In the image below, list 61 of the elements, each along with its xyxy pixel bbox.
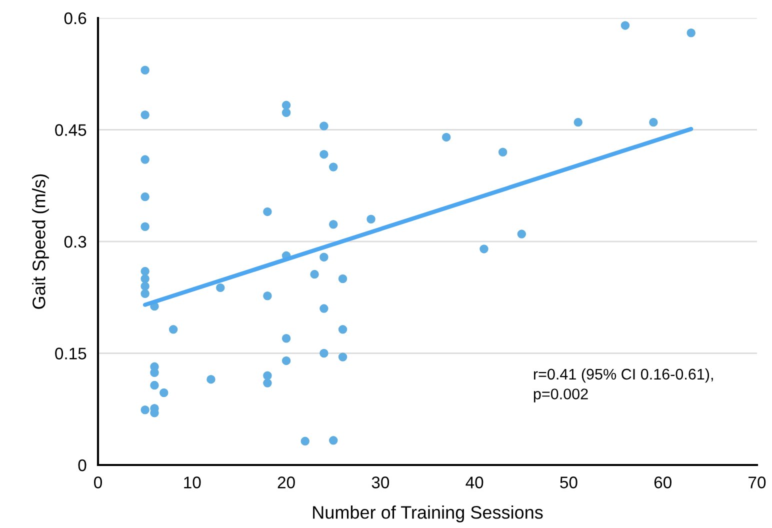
point	[328, 436, 338, 445]
point	[320, 304, 328, 313]
y-tick-label: 0	[78, 459, 86, 472]
point	[320, 122, 328, 130]
point	[282, 100, 291, 110]
point	[140, 192, 150, 202]
point	[140, 66, 150, 75]
point	[442, 132, 451, 142]
x-tick-label: 60	[654, 476, 672, 488]
point	[498, 148, 508, 156]
y-tick-label: 0.3	[64, 236, 86, 248]
point	[282, 108, 291, 117]
point	[216, 283, 225, 292]
point	[320, 252, 328, 262]
point	[328, 220, 338, 229]
point	[140, 155, 150, 164]
point	[140, 406, 150, 414]
point	[263, 292, 272, 300]
point	[649, 118, 658, 127]
point	[140, 266, 150, 276]
x-axis-title: Number of Training Sessions	[313, 506, 543, 522]
y-tick-label: 0.45	[55, 124, 86, 136]
point	[168, 325, 178, 334]
x-tick-label: 10	[184, 476, 201, 488]
point	[620, 21, 630, 30]
x-tick-label: 70	[748, 476, 766, 488]
point	[263, 378, 272, 388]
point	[263, 207, 272, 216]
point	[150, 380, 159, 390]
annotation: r=0.41 (95% CI 0.16-0.61), p=0.002	[534, 368, 713, 402]
point	[310, 270, 319, 279]
point	[300, 436, 310, 446]
point	[480, 244, 488, 254]
y-tick-label: 0.15	[55, 348, 86, 360]
point	[140, 222, 150, 231]
point	[366, 214, 376, 224]
point	[338, 352, 348, 362]
x-tick-label: 40	[466, 476, 484, 488]
point	[140, 282, 150, 291]
x-tick-label: 0	[94, 476, 102, 488]
point	[160, 388, 168, 398]
point	[320, 348, 328, 358]
y-tick-label: 0.6	[64, 12, 86, 24]
x-tick-label: 50	[560, 476, 578, 488]
point	[263, 371, 272, 380]
point	[140, 289, 150, 298]
point	[338, 325, 348, 334]
point	[206, 374, 216, 384]
point	[338, 274, 348, 284]
point	[574, 118, 582, 127]
y-axis-title: Gait Speed (m/s)	[32, 174, 49, 309]
x-tick-label: 30	[372, 476, 390, 488]
point	[282, 356, 291, 366]
point	[320, 150, 328, 159]
point	[282, 334, 291, 343]
point	[686, 28, 696, 38]
point	[517, 230, 526, 238]
x-tick-label: 20	[278, 476, 295, 488]
point	[140, 274, 150, 284]
point	[328, 162, 338, 172]
point	[140, 110, 150, 120]
